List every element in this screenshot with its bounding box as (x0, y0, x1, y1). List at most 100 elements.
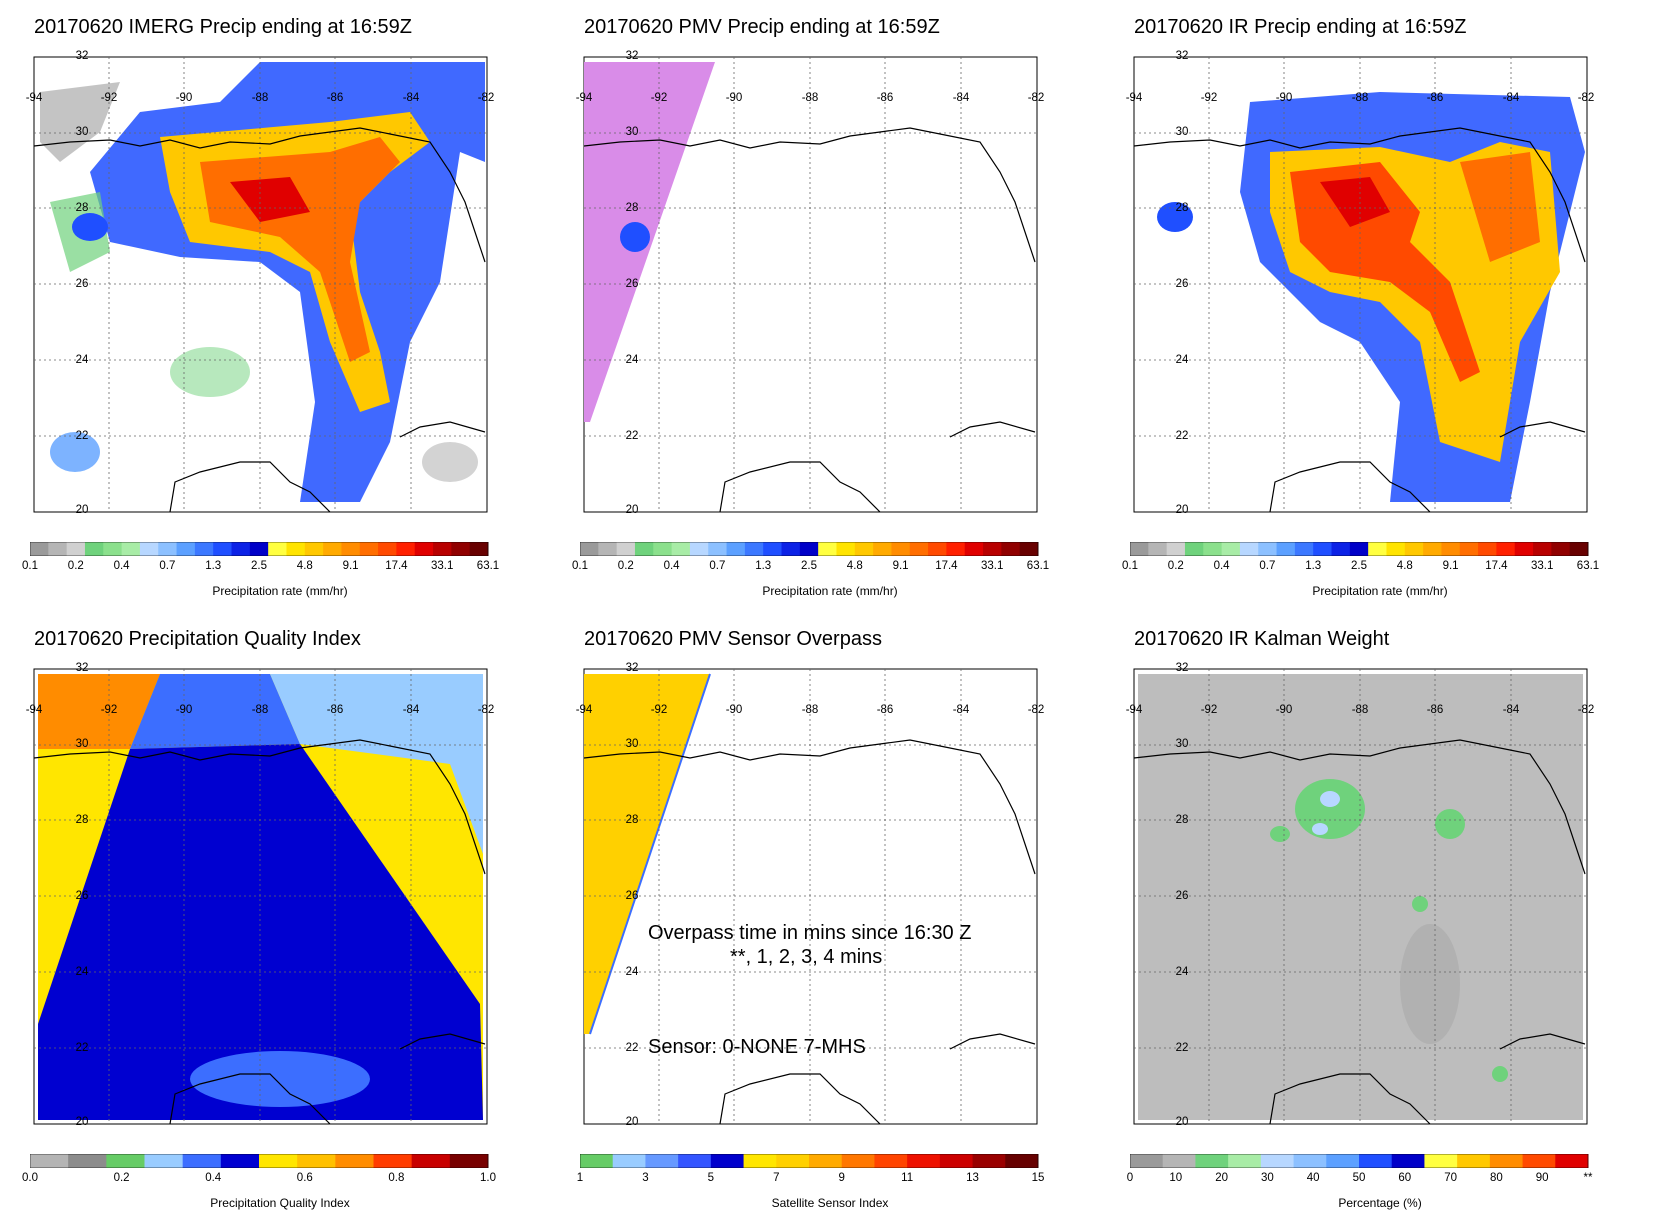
colorbar-tick-label: 17.4 (1485, 560, 1508, 572)
lat-label: 22 (1175, 1042, 1189, 1054)
lat-label: 32 (75, 662, 89, 674)
lon-label: -88 (1351, 704, 1369, 716)
lat-label: 24 (625, 354, 639, 366)
colorbar-tick-label: 63.1 (1026, 560, 1050, 572)
lat-label: 22 (75, 430, 89, 442)
colorbar-tick-label: 0.1 (572, 560, 588, 572)
colorbar-swatch (836, 542, 856, 556)
colorbar-swatch (1005, 1154, 1039, 1168)
colorbar-swatch (378, 542, 397, 556)
colorbar: 0.1 0.2 0.4 0.7 1.3 2.5 4.8 9.1 17.4 33.1 63.1 Pre… (22, 541, 550, 602)
colorbar-tick-label: 0.4 (205, 1172, 222, 1184)
colorbar-tick-label: 4.8 (296, 560, 313, 572)
colorbar-tick-label: 70 (1444, 1172, 1457, 1184)
colorbar-tick-label: 2.5 (801, 560, 817, 572)
colorbar-swatch (873, 542, 892, 556)
colorbar-swatch (1162, 1154, 1196, 1168)
colorbar-swatch (1195, 1154, 1229, 1168)
colorbar-swatch (1423, 542, 1442, 556)
lat-label: 20 (625, 504, 639, 516)
colorbar-swatch (103, 542, 123, 556)
lon-label: -94 (575, 92, 593, 104)
colorbar-swatch (580, 542, 599, 556)
colorbar-swatch (1313, 542, 1333, 556)
colorbar-tick-label: 3 (642, 1172, 649, 1184)
colorbar-tick-label: 4.8 (846, 560, 863, 572)
colorbar-label: Percentage (%) (1338, 1196, 1422, 1210)
lat-label: 28 (625, 814, 639, 826)
colorbar-swatch (671, 542, 691, 556)
panel-title: 20170620 IR Kalman Weight (1134, 628, 1390, 650)
colorbar-label: Precipitation Quality Index (210, 1196, 350, 1210)
colorbar-tick-label: 0.1 (1122, 560, 1138, 572)
lon-label: -86 (326, 92, 344, 104)
colorbar-swatch (818, 542, 837, 556)
colorbar-swatch (359, 542, 379, 556)
colorbar-tick-label: 50 (1352, 1172, 1366, 1184)
colorbar-tick-label: 1.3 (205, 560, 222, 572)
colorbar-swatch (1326, 1154, 1360, 1168)
colorbar-swatch (689, 542, 709, 556)
colorbar-swatch (1166, 542, 1186, 556)
colorbar-swatch (874, 1154, 908, 1168)
colorbar-tick-label: 7 (773, 1172, 780, 1184)
quality-map: -94 -92 -90 -88 -86 -84 -82 32 30 28 26 … (26, 654, 550, 1146)
map-svg (1133, 56, 1588, 513)
lon-label: -92 (650, 92, 668, 104)
lon-label: -84 (952, 92, 970, 104)
lat-label: 32 (625, 662, 639, 674)
colorbar-swatch (1489, 1154, 1524, 1168)
colorbar-tick-label: 13 (966, 1172, 979, 1184)
lon-label: -84 (1502, 92, 1520, 104)
lat-label: 20 (625, 1116, 639, 1128)
colorbar-tick-label: 0.2 (617, 560, 634, 572)
lon-label: -82 (477, 704, 495, 716)
colorbar-swatches (579, 541, 1039, 557)
panel-kalman-weight: 20170620 IR Kalman Weight -94 (1126, 612, 1650, 1212)
colorbar-swatch (1228, 1154, 1262, 1168)
colorbar-swatch (414, 542, 434, 556)
lon-label: -84 (952, 704, 970, 716)
colorbar-swatch (928, 542, 947, 556)
colorbar-tick-label: 60 (1398, 1172, 1412, 1184)
lat-label: 28 (75, 202, 89, 214)
lat-label: 30 (625, 126, 639, 138)
colorbar-swatch (939, 1154, 974, 1168)
colorbar-swatch (48, 542, 68, 556)
colorbar-swatch (891, 542, 911, 556)
lon-label: -90 (1275, 92, 1293, 104)
lon-label: -82 (1577, 704, 1595, 716)
colorbar-swatch (1276, 542, 1296, 556)
colorbar-swatch (1260, 1154, 1295, 1168)
colorbar-swatch (1459, 542, 1479, 556)
sensor-legend: Sensor: 0-NONE 7-MHS (648, 1036, 866, 1058)
overpass-values: **, 1, 2, 3, 4 mins (730, 946, 883, 968)
colorbar: 0.1 0.2 0.4 0.7 1.3 2.5 4.8 9.1 17.4 33.1 63.1 Pre… (1122, 541, 1650, 602)
colorbar-tick-label: 0.4 (1213, 560, 1230, 572)
lon-label: -88 (1351, 92, 1369, 104)
lat-label: 22 (1175, 430, 1189, 442)
lon-label: -86 (1426, 92, 1444, 104)
lat-label: 26 (75, 890, 89, 902)
lon-label: -86 (876, 704, 894, 716)
lon-label: -92 (650, 704, 668, 716)
lon-label: -90 (725, 704, 743, 716)
colorbar-tick-label: 80 (1489, 1172, 1503, 1184)
colorbar-swatch (373, 1154, 413, 1168)
panel-title: 20170620 IR Precip ending at 16:59Z (1134, 16, 1467, 38)
colorbar-tick-label: 90 (1535, 1172, 1549, 1184)
colorbar-tick-label: 9.1 (342, 560, 359, 572)
colorbar-swatch (286, 542, 306, 556)
colorbar-swatch (106, 1154, 145, 1168)
colorbar-swatch (1349, 542, 1369, 556)
colorbar-swatch (1130, 1154, 1164, 1168)
colorbar-tick-label: 63.1 (476, 560, 500, 572)
lat-label: 20 (1175, 1116, 1189, 1128)
colorbar-swatch (341, 542, 361, 556)
colorbar-swatch (645, 1154, 679, 1168)
colorbar-tick-label: 63.1 (1576, 560, 1600, 572)
colorbar-tick-label: 4.8 (1396, 560, 1413, 572)
colorbar-swatch (449, 1154, 489, 1168)
lat-label: 26 (75, 278, 89, 290)
colorbar-swatch (30, 542, 49, 556)
